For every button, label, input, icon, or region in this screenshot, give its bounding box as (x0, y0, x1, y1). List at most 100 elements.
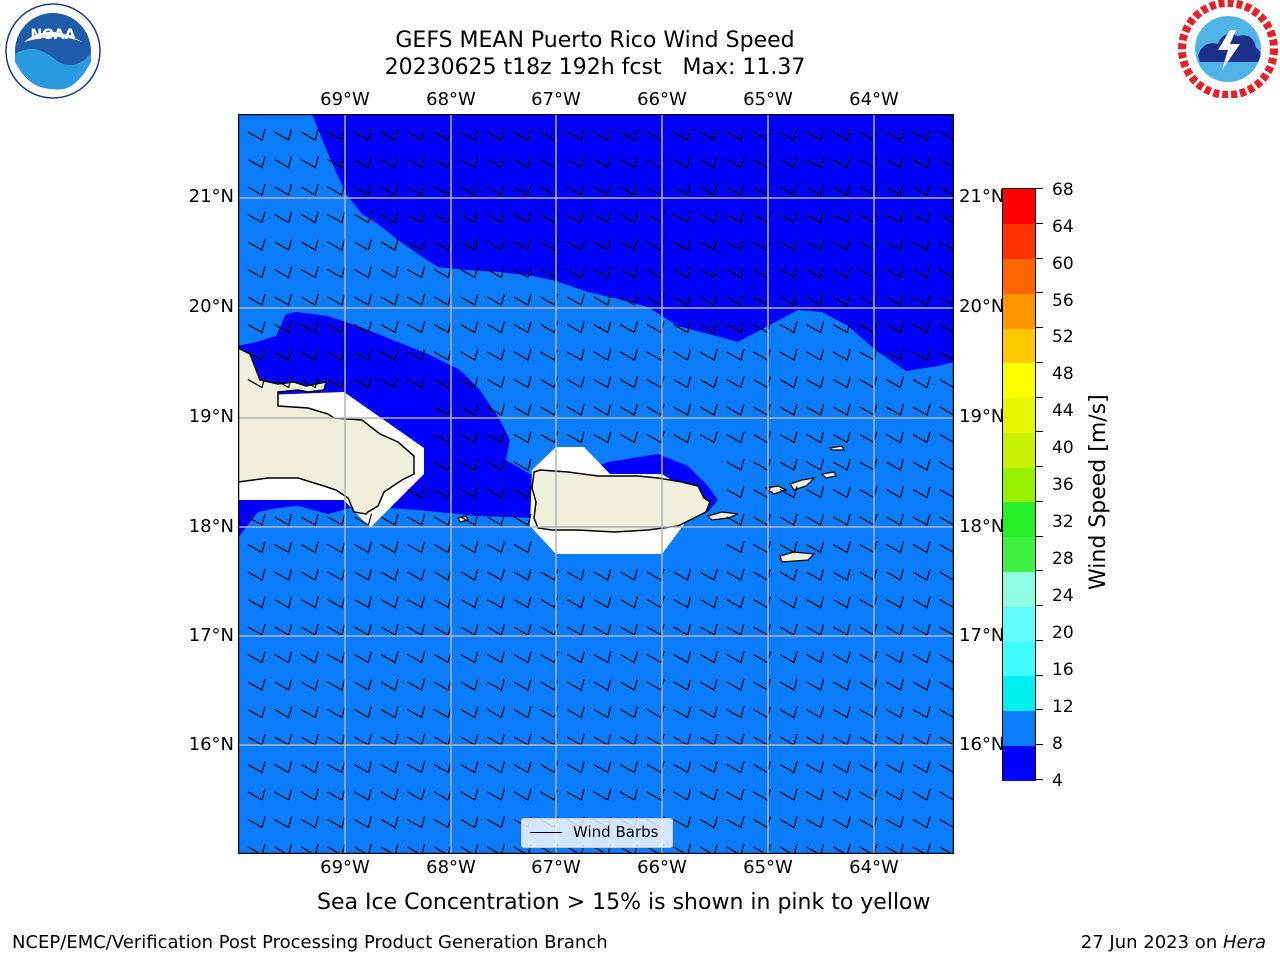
wind-barb (354, 238, 372, 251)
wind-barb (433, 293, 452, 306)
wind-barb (620, 678, 638, 691)
colorbar-tick (1036, 327, 1043, 329)
wind-barb (327, 706, 346, 719)
wind-barb (699, 788, 718, 801)
wind-barb (460, 376, 479, 389)
wind-barb (806, 761, 825, 774)
wind-barb (779, 211, 798, 224)
wind-barb (380, 816, 399, 829)
wind-barb (566, 376, 585, 389)
lat-label-right: 17°N (959, 625, 1005, 646)
wind-barb (513, 128, 532, 141)
wind-barb (699, 321, 718, 334)
wind-barb (832, 376, 851, 389)
wind-barb (460, 843, 479, 854)
wind-barb (487, 513, 505, 526)
wind-barb (806, 211, 825, 224)
wind-barb (726, 568, 745, 581)
wind-barb (620, 596, 638, 609)
wind-barb (779, 376, 798, 389)
colorbar-cell (1003, 710, 1035, 746)
colorbar-cell (1003, 293, 1035, 329)
wind-barb (380, 541, 399, 554)
wind-barb (886, 128, 904, 141)
wind-barb (380, 293, 399, 306)
wind-barb (433, 431, 452, 444)
colorbar-tick (1036, 779, 1043, 780)
wind-barb (380, 128, 399, 141)
wind-barb (779, 183, 798, 196)
wind-barb (460, 266, 479, 279)
colorbar-cell (1003, 328, 1035, 364)
wind-barb (354, 568, 372, 581)
colorbar-cell (1003, 189, 1035, 225)
wind-barb (646, 376, 665, 389)
wind-barb (593, 788, 612, 801)
wind-barb (433, 541, 452, 554)
wind-barb (300, 596, 319, 609)
wind-barb (753, 843, 771, 854)
colorbar-tick (1036, 257, 1043, 259)
wind-barb (274, 706, 293, 719)
wind-barb (513, 266, 532, 279)
wind-barb (300, 321, 319, 334)
wind-barb (673, 843, 692, 854)
wind-barb (673, 568, 692, 581)
wind-barb (832, 816, 851, 829)
colorbar-cell (1003, 467, 1035, 503)
wind-barb (726, 376, 745, 389)
wind-barb (300, 788, 319, 801)
wind-barb (354, 183, 372, 196)
wind-barb (354, 816, 372, 829)
wind-barb (300, 513, 319, 526)
colorbar-tick-label: 16 (1052, 660, 1074, 680)
wind-barb (247, 596, 266, 609)
wind-barb (380, 156, 399, 169)
wind-barb (460, 403, 479, 416)
colorbar-tick-label: 32 (1052, 512, 1074, 532)
lon-label-bottom: 65°W (743, 857, 793, 878)
land-anegada (828, 445, 845, 451)
wind-barb (247, 843, 266, 854)
footer-branch: NCEP/EMC/Verification Post Processing Pr… (12, 932, 608, 953)
colorbar-tick-label: 28 (1052, 549, 1074, 569)
wind-barb (566, 321, 585, 334)
wind-barb (726, 706, 745, 719)
wind-barb (327, 156, 346, 169)
wind-barb (460, 458, 479, 471)
wind-barb (380, 843, 399, 854)
wind-barb (407, 293, 426, 306)
wind-barb (620, 321, 638, 334)
wind-barb (699, 678, 718, 691)
wind-barb (886, 321, 904, 334)
wind-barb (354, 843, 372, 854)
wind-barb (460, 541, 479, 554)
wind-barb (247, 376, 266, 389)
wind-barb (513, 651, 532, 664)
wind-barb (646, 651, 665, 664)
wind-barb (247, 266, 266, 279)
wind-barb (327, 568, 346, 581)
wind-barb (832, 431, 851, 444)
svg-text:NOAA: NOAA (31, 27, 76, 43)
wind-barb (433, 706, 452, 719)
colorbar-tick (1036, 570, 1043, 572)
wind-barb (646, 706, 665, 719)
colorbar-cell (1003, 640, 1035, 677)
wind-barb (699, 376, 718, 389)
wind-barb (407, 623, 426, 636)
wind-barb (487, 568, 505, 581)
wind-barb (380, 761, 399, 774)
colorbar-tick-label: 64 (1052, 217, 1074, 237)
wind-barb (487, 596, 505, 609)
wind-barb (274, 568, 293, 581)
wind-barb (806, 678, 825, 691)
wind-barb (566, 348, 585, 361)
colorbar-cell (1003, 606, 1035, 642)
wind-barb (726, 816, 745, 829)
wind-barb (593, 761, 612, 774)
wind-barb (646, 403, 665, 416)
wind-barb (806, 156, 825, 169)
wind-barb (300, 761, 319, 774)
wind-barb (354, 651, 372, 664)
